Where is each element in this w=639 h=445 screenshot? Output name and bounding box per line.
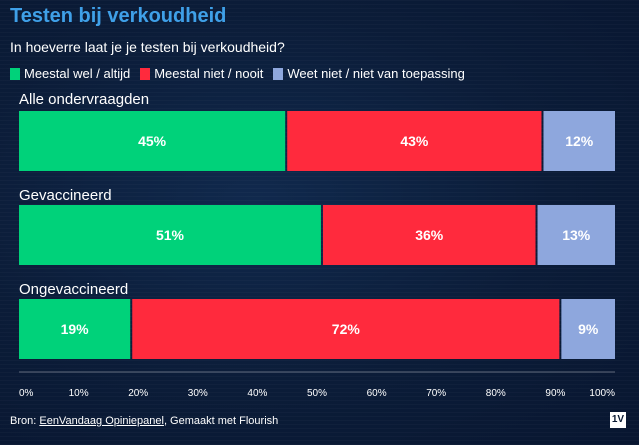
legend-label-wel: Meestal wel / altijd	[24, 66, 131, 81]
bar-label-ongevaccineerd-meestal-niet-nooit: 72%	[332, 321, 361, 337]
source-link[interactable]: EenVandaag Opiniepanel	[39, 415, 164, 427]
bar-alle-ondervraagden-weet-niet-niet-van-toepassing[interactable]	[543, 111, 615, 171]
legend-label-weet-niet: Weet niet / niet van toepassing	[287, 66, 465, 81]
legend-item-niet[interactable]: Meestal niet / nooit	[140, 66, 263, 81]
category-label-alle-ondervraagden: Alle ondervraagden	[19, 91, 149, 108]
x-tick-label: 10%	[69, 388, 89, 399]
legend-item-weet-niet[interactable]: Weet niet / niet van toepassing	[273, 66, 465, 81]
category-label-ongevaccineerd: Ongevaccineerd	[19, 281, 128, 298]
eenvandaag-logo[interactable]: 1V	[610, 412, 626, 428]
x-tick-label: 20%	[128, 388, 148, 399]
bar-label-alle-ondervraagden-meestal-niet-nooit: 43%	[400, 133, 429, 149]
x-tick-label: 0%	[19, 388, 34, 399]
x-tick-label: 90%	[545, 388, 565, 399]
x-tick-label: 50%	[307, 388, 327, 399]
page-title: Testen bij verkoudheid	[10, 5, 227, 27]
x-tick-label: 30%	[188, 388, 208, 399]
bar-label-alle-ondervraagden-meestal-wel-altijd: 45%	[138, 133, 167, 149]
bar-gevaccineerd-weet-niet-niet-van-toepassing[interactable]	[537, 205, 615, 265]
bar-gevaccineerd-meestal-wel-altijd[interactable]	[19, 205, 321, 265]
legend-item-wel[interactable]: Meestal wel / altijd	[10, 66, 130, 81]
bar-label-ongevaccineerd-meestal-wel-altijd: 19%	[61, 321, 90, 337]
bar-label-ongevaccineerd-weet-niet-niet-van-toepassing: 9%	[578, 321, 599, 337]
legend-swatch-niet	[140, 67, 151, 80]
x-tick-label: 100%	[589, 388, 615, 399]
bar-alle-ondervraagden-meestal-wel-altijd[interactable]	[19, 111, 286, 171]
footer-source: Bron: EenVandaag Opiniepanel, Gemaakt me…	[10, 415, 278, 427]
x-tick-label: 40%	[247, 388, 267, 399]
bar-alle-ondervraagden-meestal-niet-nooit[interactable]	[287, 111, 542, 171]
bar-ongevaccineerd-weet-niet-niet-van-toepassing[interactable]	[561, 299, 615, 359]
category-label-gevaccineerd: Gevaccineerd	[19, 187, 112, 204]
legend-label-niet: Meestal niet / nooit	[154, 66, 264, 81]
bar-ongevaccineerd-meestal-wel-altijd[interactable]	[19, 299, 131, 359]
legend-swatch-weet-niet	[273, 67, 284, 80]
footer-suffix: , Gemaakt met Flourish	[163, 415, 279, 427]
chart-legend: Meestal wel / altijd Meestal niet / nooi…	[10, 66, 475, 81]
bar-gevaccineerd-meestal-niet-nooit[interactable]	[322, 205, 536, 265]
bar-label-alle-ondervraagden-weet-niet-niet-van-toepassing: 12%	[565, 133, 594, 149]
footer-prefix: Bron:	[10, 415, 40, 427]
bar-ongevaccineerd-meestal-niet-nooit[interactable]	[132, 299, 560, 359]
x-tick-label: 60%	[367, 388, 387, 399]
legend-swatch-wel	[10, 67, 20, 80]
x-tick-label: 70%	[426, 388, 446, 399]
bar-label-gevaccineerd-meestal-wel-altijd: 51%	[156, 227, 185, 243]
bar-label-gevaccineerd-weet-niet-niet-van-toepassing: 13%	[562, 227, 591, 243]
page-subtitle: In hoeverre laat je je testen bij verkou…	[10, 39, 285, 55]
x-tick-label: 80%	[486, 388, 506, 399]
bar-label-gevaccineerd-meestal-niet-nooit: 36%	[415, 227, 444, 243]
